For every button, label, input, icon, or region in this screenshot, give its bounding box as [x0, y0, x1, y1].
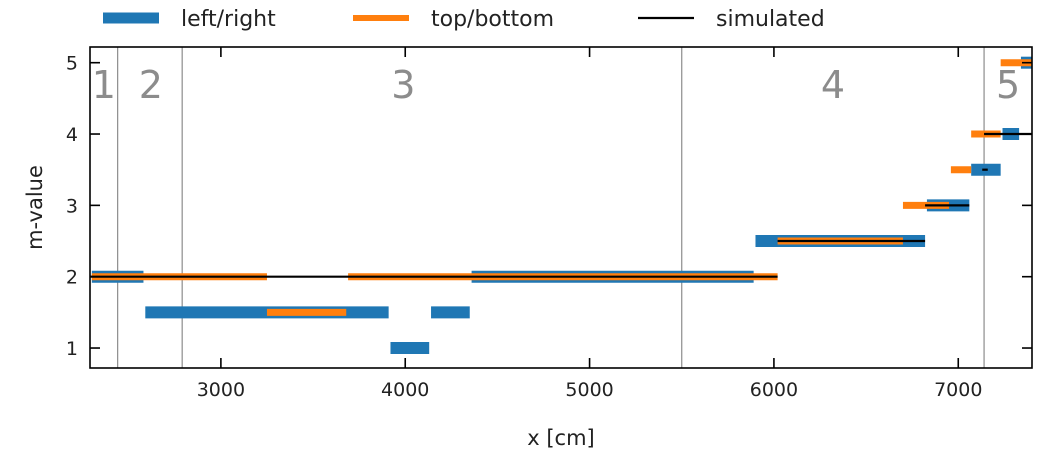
region-label-3: 3	[391, 63, 415, 107]
x-axis-ticks: 3000 4000 5000 6000 7000	[197, 47, 982, 401]
x-tick-label: 5000	[565, 379, 613, 401]
x-tick-label: 6000	[750, 379, 798, 401]
legend-label: left/right	[181, 7, 276, 32]
legend-label: simulated	[716, 7, 825, 32]
region-label-5: 5	[996, 63, 1020, 107]
series-1	[91, 59, 1032, 316]
series-2	[90, 132, 1032, 278]
x-tick-label: 7000	[934, 379, 982, 401]
y-tick-label: 4	[66, 124, 78, 146]
region-label-1: 1	[92, 63, 116, 107]
plot-frame	[89, 46, 1033, 369]
x-tick-label: 3000	[197, 379, 245, 401]
legend: left/right top/bottom simulated	[103, 7, 825, 32]
y-axis-label: m-value	[23, 165, 47, 250]
legend-label: top/bottom	[431, 7, 554, 32]
series-0	[91, 56, 1032, 355]
y-tick-label: 3	[66, 195, 78, 217]
series-layer	[90, 56, 1032, 355]
x-tick-label: 4000	[381, 379, 429, 401]
region-label-2: 2	[139, 63, 163, 107]
x-axis-label: x [cm]	[527, 426, 595, 450]
region-label-4: 4	[821, 63, 845, 107]
y-tick-label: 5	[66, 53, 78, 75]
region-boundaries	[117, 47, 985, 368]
y-tick-label: 2	[66, 267, 78, 289]
y-tick-label: 1	[66, 338, 78, 360]
